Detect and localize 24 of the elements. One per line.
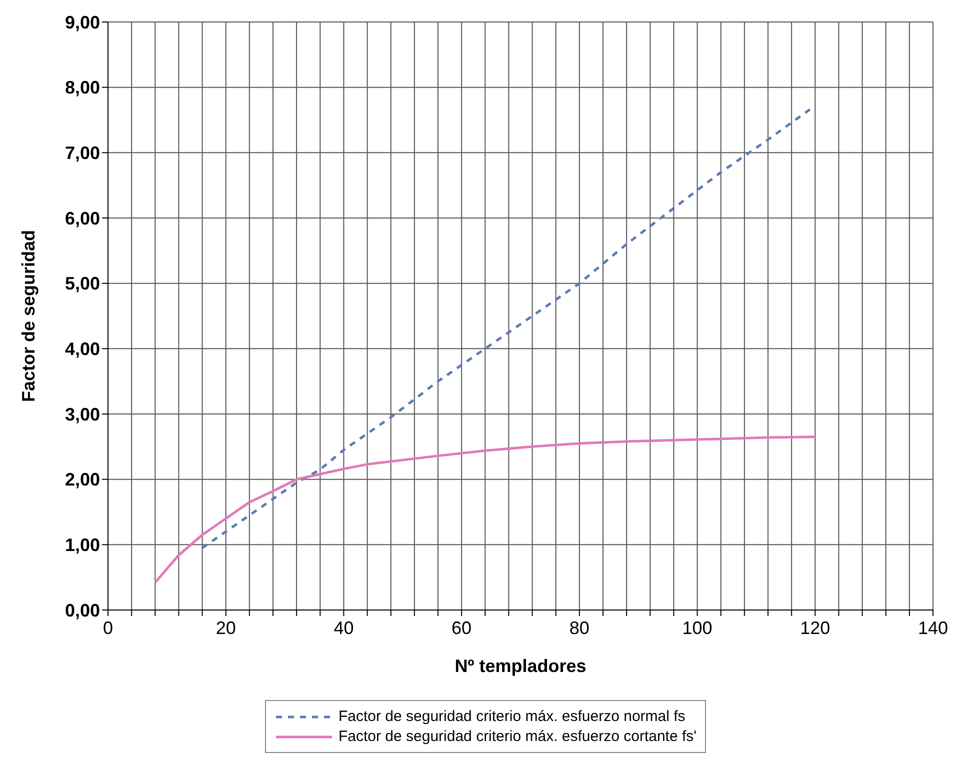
x-tick-label: 120 bbox=[800, 618, 830, 638]
x-tick-label: 20 bbox=[216, 618, 236, 638]
y-tick-label: 7,00 bbox=[64, 143, 100, 164]
y-tick-label: 6,00 bbox=[64, 208, 100, 228]
y-tick-label: 4,00 bbox=[64, 339, 100, 360]
y-tick-label: 0,00 bbox=[64, 600, 100, 620]
x-axis-title: Nº templadores bbox=[454, 656, 586, 676]
x-tick-label: 80 bbox=[569, 618, 590, 638]
legend-label: Factor de seguridad criterio máx. esfuerzo normal fs bbox=[338, 708, 686, 725]
y-tick-label: 2,00 bbox=[64, 470, 100, 490]
y-tick-label: 8,00 bbox=[64, 78, 100, 98]
legend-label: Factor de seguridad criterio máx. esfuerzo cortante fs' bbox=[338, 728, 697, 745]
y-tick-label: 1,00 bbox=[64, 535, 100, 556]
x-tick-label: 60 bbox=[452, 618, 472, 638]
line-series bbox=[201, 104, 816, 550]
y-tick-label: 9,00 bbox=[64, 12, 100, 32]
line-series bbox=[154, 436, 816, 584]
x-tick-label: 140 bbox=[918, 618, 948, 638]
x-tick-label: 0 bbox=[102, 618, 114, 638]
y-axis-title: Factor de seguridad bbox=[18, 230, 38, 402]
x-tick-label: 100 bbox=[682, 618, 712, 638]
y-tick-label: 5,00 bbox=[64, 274, 100, 294]
x-tick-label: 40 bbox=[334, 618, 354, 638]
y-tick-label: 3,00 bbox=[64, 404, 100, 424]
